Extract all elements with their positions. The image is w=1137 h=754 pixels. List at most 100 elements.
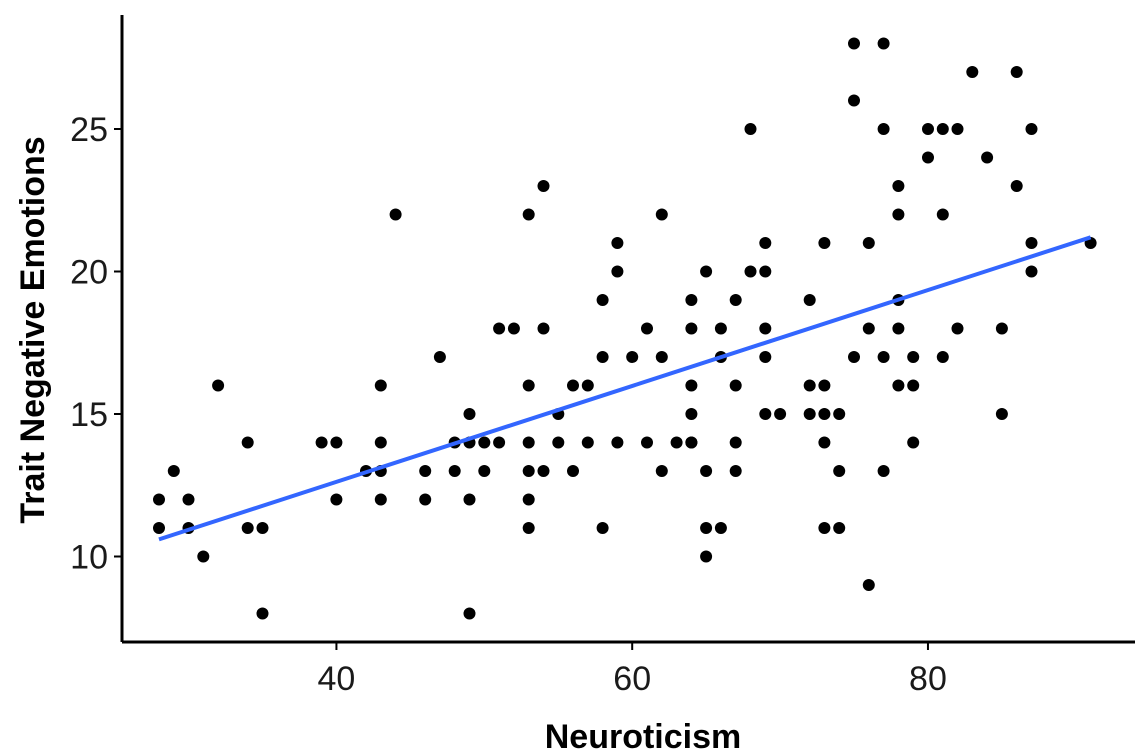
data-point [581,436,594,449]
data-point [522,436,535,449]
data-point [951,123,964,135]
data-point [803,294,816,306]
data-point [611,436,624,449]
data-point [330,493,343,506]
data-point [700,522,713,534]
data-point [507,322,520,335]
data-point [493,436,506,449]
data-point [685,294,698,306]
data-point [1010,66,1023,78]
data-point [818,379,831,392]
data-point [936,123,949,135]
data-point [581,379,594,392]
data-point [892,208,905,221]
y-axis-title: Trait Negative Emotions [14,136,52,523]
data-point [907,351,920,363]
data-point [670,436,683,449]
data-point [641,436,653,449]
data-point [774,408,787,420]
data-point [1025,265,1038,278]
data-point [848,351,860,363]
data-point [936,208,949,221]
data-point [567,379,579,392]
data-point [700,465,713,477]
trend-line [158,235,1092,542]
data-point [685,322,698,335]
points-layer [153,37,1097,620]
data-point [1010,180,1023,192]
data-point [478,465,491,477]
y-tick-label: 20 [70,254,108,292]
data-point [153,493,165,506]
data-point [478,436,491,449]
data-point [611,265,624,278]
data-point [655,351,668,363]
data-point [833,408,846,420]
data-point [330,436,343,449]
data-point [493,322,506,335]
data-point [537,322,550,335]
data-point [759,351,772,363]
data-point [374,436,387,449]
data-point [700,265,713,278]
data-point [995,408,1008,420]
data-point [907,379,920,392]
data-point [374,379,387,392]
y-tick-label: 10 [70,539,108,577]
data-point [419,465,432,477]
data-point [848,37,860,50]
data-point [818,436,831,449]
data-point [818,522,831,534]
data-point [833,522,846,534]
data-point [877,123,890,135]
data-point [833,465,846,477]
data-point [611,237,624,249]
y-tick-label: 25 [70,111,108,149]
data-point [729,294,742,306]
data-point [877,465,890,477]
data-point [241,522,254,534]
data-point [374,493,387,506]
data-point [167,465,180,477]
data-point [537,465,550,477]
data-point [1025,237,1038,249]
data-point [463,408,476,420]
data-point [596,522,609,534]
y-tick-label: 15 [70,396,108,434]
data-point [522,208,535,221]
x-tick-label: 40 [318,660,356,698]
data-point [448,465,461,477]
data-point [714,322,727,335]
data-point [641,322,653,335]
data-point [714,522,727,534]
data-point [685,379,698,392]
data-point [552,436,565,449]
data-point [626,351,639,363]
data-point [877,351,890,363]
data-point [256,607,269,620]
data-point [596,294,609,306]
data-point [153,522,165,534]
data-point [922,123,934,135]
data-point [951,322,964,335]
data-point [389,208,402,221]
data-point [537,180,550,192]
data-point [729,379,742,392]
data-point [922,151,934,164]
data-point [862,322,875,335]
data-point [522,379,535,392]
data-point [729,436,742,449]
data-point [759,322,772,335]
x-tick-label: 60 [613,660,651,698]
data-point [818,408,831,420]
data-point [892,379,905,392]
data-point [256,522,269,534]
data-point [892,180,905,192]
data-point [463,493,476,506]
data-point [966,66,979,78]
data-point [567,465,579,477]
data-point [759,408,772,420]
data-point [803,408,816,420]
data-point [759,265,772,278]
